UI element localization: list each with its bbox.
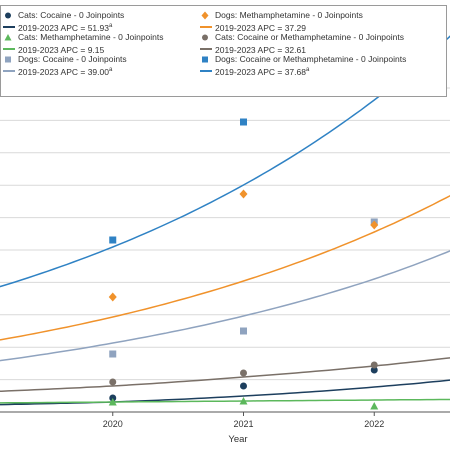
- data-point-series-2: [240, 327, 247, 335]
- trend-line-series-4: [0, 357, 450, 393]
- legend-label: Dogs: Cocaine or Methamphetamine - 0 Joi…: [215, 54, 407, 64]
- legend-entry: Dogs: Cocaine or Methamphetamine - 0 Joi…: [200, 54, 445, 65]
- trend-line-series-1: [0, 398, 450, 404]
- square-marker-icon: [202, 56, 208, 63]
- square-marker-icon: [5, 56, 11, 63]
- legend-trend-entry: 2019-2023 APC = 9.15: [3, 43, 189, 55]
- data-point-series-1: [239, 397, 248, 405]
- legend-trend-label: 2019-2023 APC = 39.00a: [18, 66, 113, 77]
- legend-entry: Cats: Cocaine - 0 Joinpoints: [3, 10, 189, 21]
- data-point-series-3: [370, 220, 379, 230]
- trend-line-series-3: [0, 194, 450, 341]
- legend-trend-entry: 2019-2023 APC = 39.00a: [3, 65, 189, 77]
- data-point-series-5: [240, 118, 247, 126]
- legend-column-left: Cats: Cocaine - 0 Joinpoints 2019-2023 A…: [3, 10, 189, 77]
- legend-entry: Dogs: Cocaine - 0 Joinpoints: [3, 54, 189, 65]
- legend-entry: Dogs: Methamphetamine - 0 Joinpoints: [200, 10, 445, 21]
- trend-line-series-0: [0, 379, 450, 406]
- legend-trend-label: 2019-2023 APC = 51.93a: [18, 22, 113, 33]
- data-point-series-0: [240, 382, 247, 390]
- legend-trend-label: 2019-2023 APC = 9.15: [18, 44, 105, 55]
- legend-trend-label: 2019-2023 APC = 37.68a: [215, 66, 310, 77]
- legend-label: Dogs: Methamphetamine - 0 Joinpoints: [215, 10, 363, 20]
- circle-marker-icon: [202, 34, 208, 41]
- data-point-series-0: [370, 366, 378, 374]
- legend: Cats: Cocaine - 0 Joinpoints 2019-2023 A…: [0, 5, 447, 97]
- legend-entry: Cats: Cocaine or Methamphetamine - 0 Joi…: [200, 32, 445, 43]
- trend-line-icon: [200, 70, 212, 72]
- trend-line-icon: [200, 48, 212, 50]
- legend-label: Dogs: Cocaine - 0 Joinpoints: [18, 54, 127, 64]
- diamond-marker-icon: [201, 11, 209, 20]
- trend-line-icon: [200, 26, 212, 28]
- trend-line-icon: [3, 48, 15, 50]
- legend-label: Cats: Cocaine or Methamphetamine - 0 Joi…: [215, 32, 404, 42]
- trend-line-series-2: [0, 250, 450, 362]
- trend-line-icon: [3, 70, 15, 72]
- data-point-series-4: [109, 378, 117, 386]
- triangle-marker-icon: [4, 34, 12, 41]
- legend-label: Cats: Cocaine - 0 Joinpoints: [18, 10, 125, 20]
- legend-trend-entry: 2019-2023 APC = 51.93a: [3, 21, 189, 33]
- data-point-series-3: [108, 292, 117, 302]
- legend-trend-entry: 2019-2023 APC = 37.68a: [200, 65, 445, 77]
- legend-trend-entry: 2019-2023 APC = 37.29: [200, 21, 445, 33]
- data-point-series-4: [240, 369, 247, 377]
- legend-label: Cats: Methamphetamine - 0 Joinpoints: [18, 32, 164, 42]
- trend-line-icon: [3, 26, 15, 28]
- legend-trend-entry: 2019-2023 APC = 32.61: [200, 43, 445, 55]
- data-point-series-4: [370, 361, 378, 369]
- x-axis-label: Year: [228, 434, 247, 445]
- circle-marker-icon: [5, 12, 11, 19]
- data-point-series-1: [108, 398, 117, 406]
- legend-trend-label: 2019-2023 APC = 37.29: [215, 22, 306, 33]
- data-point-series-5: [109, 236, 117, 244]
- data-point-series-3: [239, 189, 248, 199]
- legend-trend-label: 2019-2023 APC = 32.61: [215, 44, 306, 55]
- data-point-series-1: [370, 402, 379, 410]
- x-tick-label: 2021: [233, 419, 253, 429]
- data-point-series-2: [109, 350, 117, 358]
- legend-column-right: Dogs: Methamphetamine - 0 Joinpoints 201…: [200, 10, 445, 77]
- x-tick-label: 2022: [364, 419, 384, 429]
- x-tick-label: 2020: [103, 419, 123, 429]
- legend-entry: Cats: Methamphetamine - 0 Joinpoints: [3, 32, 189, 43]
